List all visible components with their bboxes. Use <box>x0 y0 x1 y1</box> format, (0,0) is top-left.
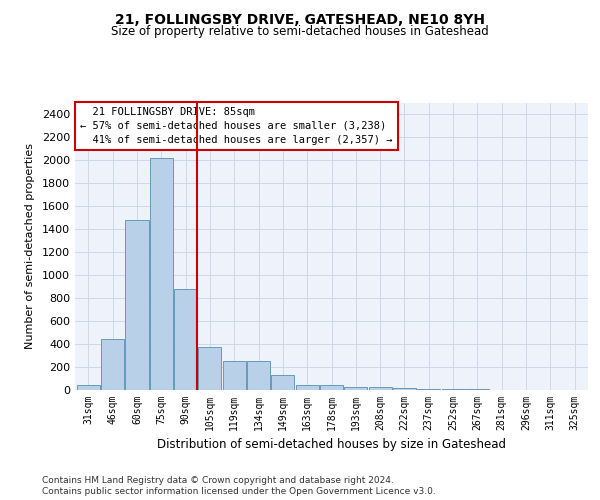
Bar <box>271 375 295 390</box>
Bar <box>344 386 367 390</box>
Bar <box>174 289 197 390</box>
Text: Contains HM Land Registry data © Crown copyright and database right 2024.: Contains HM Land Registry data © Crown c… <box>42 476 394 485</box>
Bar <box>77 385 100 390</box>
Text: 21, FOLLINGSBY DRIVE, GATESHEAD, NE10 8YH: 21, FOLLINGSBY DRIVE, GATESHEAD, NE10 8Y… <box>115 12 485 26</box>
Bar <box>125 220 149 390</box>
Bar <box>199 347 221 390</box>
Text: Size of property relative to semi-detached houses in Gateshead: Size of property relative to semi-detach… <box>111 25 489 38</box>
Text: 21 FOLLINGSBY DRIVE: 85sqm
← 57% of semi-detached houses are smaller (3,238)
  4: 21 FOLLINGSBY DRIVE: 85sqm ← 57% of semi… <box>80 107 392 145</box>
Text: Contains public sector information licensed under the Open Government Licence v3: Contains public sector information licen… <box>42 488 436 496</box>
Bar <box>320 386 343 390</box>
Bar <box>442 389 464 390</box>
Bar <box>393 388 416 390</box>
Bar <box>150 158 173 390</box>
Bar <box>101 340 124 390</box>
Bar <box>296 386 319 390</box>
Bar <box>223 360 246 390</box>
Bar <box>417 388 440 390</box>
Bar <box>247 360 270 390</box>
Y-axis label: Number of semi-detached properties: Number of semi-detached properties <box>25 143 35 350</box>
Bar <box>368 387 392 390</box>
X-axis label: Distribution of semi-detached houses by size in Gateshead: Distribution of semi-detached houses by … <box>157 438 506 452</box>
